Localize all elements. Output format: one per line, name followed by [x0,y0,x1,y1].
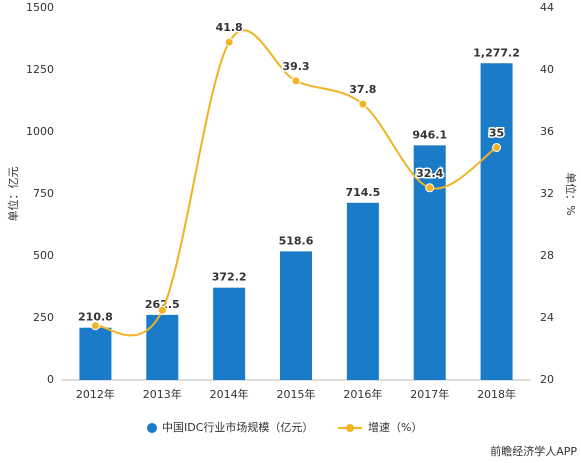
x-tick-label: 2017年 [410,387,449,401]
x-tick-label: 2013年 [143,387,182,401]
bar-value-label: 714.5 [345,186,380,199]
line-point [492,143,502,152]
bar-value-label: 518.6 [279,234,314,247]
y-tick-label: 1250 [26,63,54,76]
y2-tick-label: 20 [540,373,554,386]
y2-axis-label: 单位：% [564,172,578,215]
y2-tick-label: 28 [540,249,554,262]
y-tick-label: 1000 [26,125,54,138]
y2-tick-label: 24 [540,311,554,324]
bar [213,287,246,380]
line-point [425,183,435,193]
y-tick-label: 1500 [26,1,54,14]
bar [480,63,513,381]
x-tick-label: 2014年 [210,387,249,401]
x-tick-label: 2012年 [76,387,115,401]
line-point [157,305,167,315]
bar-value-label: 946.1 [412,128,447,141]
y-tick-label: 500 [33,249,54,262]
x-tick-label: 2016年 [343,387,382,401]
legend-label: 增速（%） [368,420,422,434]
y2-tick-label: 40 [540,63,554,76]
bar [146,314,179,380]
line-value-label: 41.8 [216,21,243,34]
line-point [90,321,100,331]
y-tick-label: 0 [47,373,54,386]
y-axis-label: 单位：亿元 [6,167,20,222]
line-point [358,99,368,109]
legend-swatch [346,424,354,432]
bar-value-label: 1,277.2 [473,46,520,59]
bar [280,251,312,380]
bar [79,327,112,380]
line-value-label: 35 [489,127,504,140]
bar-value-label: 262.5 [145,298,180,311]
y2-tick-label: 36 [540,125,554,138]
x-tick-label: 2015年 [277,387,316,401]
y2-tick-label: 32 [540,187,554,200]
line-value-label: 32.4 [416,167,443,180]
line-point [291,76,301,86]
line-value-label: 39.3 [282,60,309,73]
bar [346,202,379,380]
y-tick-label: 250 [33,311,54,324]
y-tick-label: 750 [33,187,54,200]
line-point [224,37,234,47]
bar-value-label: 372.2 [212,271,247,284]
x-tick-label: 2018年 [477,387,516,401]
source: 前瞻经济学人APP [490,444,577,458]
legend-label: 中国IDC行业市场规模（亿元） [162,420,313,434]
y2-tick-label: 44 [540,1,554,14]
bar-value-label: 210.8 [78,311,113,324]
legend-swatch [147,423,157,433]
line-value-label: 37.8 [349,83,376,96]
